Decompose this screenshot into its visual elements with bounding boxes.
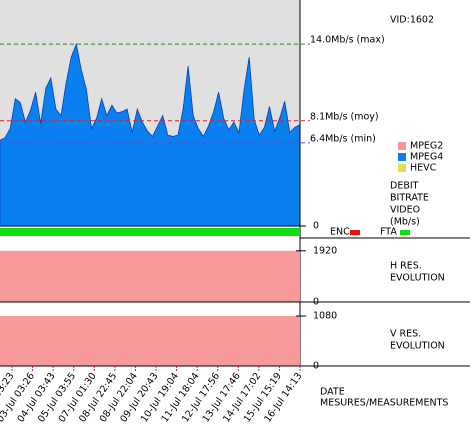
legend-swatch xyxy=(398,164,406,172)
y-axis-title: VIDEO xyxy=(390,205,420,216)
resolution-bar xyxy=(0,316,300,366)
bitrate-area xyxy=(0,42,301,227)
legend-label: MPEG2 xyxy=(410,141,443,152)
video-id: VID:1602 xyxy=(390,15,434,26)
x-axis-title: DATE xyxy=(320,387,345,398)
y-axis-title: DEBIT xyxy=(390,181,419,192)
y-axis-title: BITRATE xyxy=(390,193,429,204)
legend-label: MPEG4 xyxy=(410,152,443,163)
panel-title: EVOLUTION xyxy=(390,273,445,284)
y-axis-title: (Mb/s) xyxy=(390,217,420,228)
reference-label: 6.4Mb/s (min) xyxy=(310,133,376,144)
legend-label: HEVC xyxy=(410,163,437,174)
panel-title: H RES. xyxy=(390,261,422,272)
panel-title: V RES. xyxy=(390,329,421,340)
legend-swatch xyxy=(398,153,406,161)
resolution-bar xyxy=(0,250,300,302)
reference-label: 8.1Mb/s (moy) xyxy=(310,111,379,122)
legend-swatch xyxy=(398,142,406,150)
status-swatch xyxy=(350,230,360,235)
status-swatch xyxy=(400,230,410,235)
panel-title: EVOLUTION xyxy=(390,341,445,352)
fta-strip xyxy=(0,228,300,236)
y-tick-label: 0 xyxy=(313,221,319,232)
status-label: FTA xyxy=(380,227,397,238)
x-axis-title: MESURES/MEASUREMENTS xyxy=(320,398,448,409)
y-tick-label: 1080 xyxy=(313,311,337,322)
reference-label: 14.0Mb/s (max) xyxy=(310,35,385,46)
y-tick-label: 1920 xyxy=(313,245,337,256)
status-label: ENC xyxy=(330,227,350,238)
